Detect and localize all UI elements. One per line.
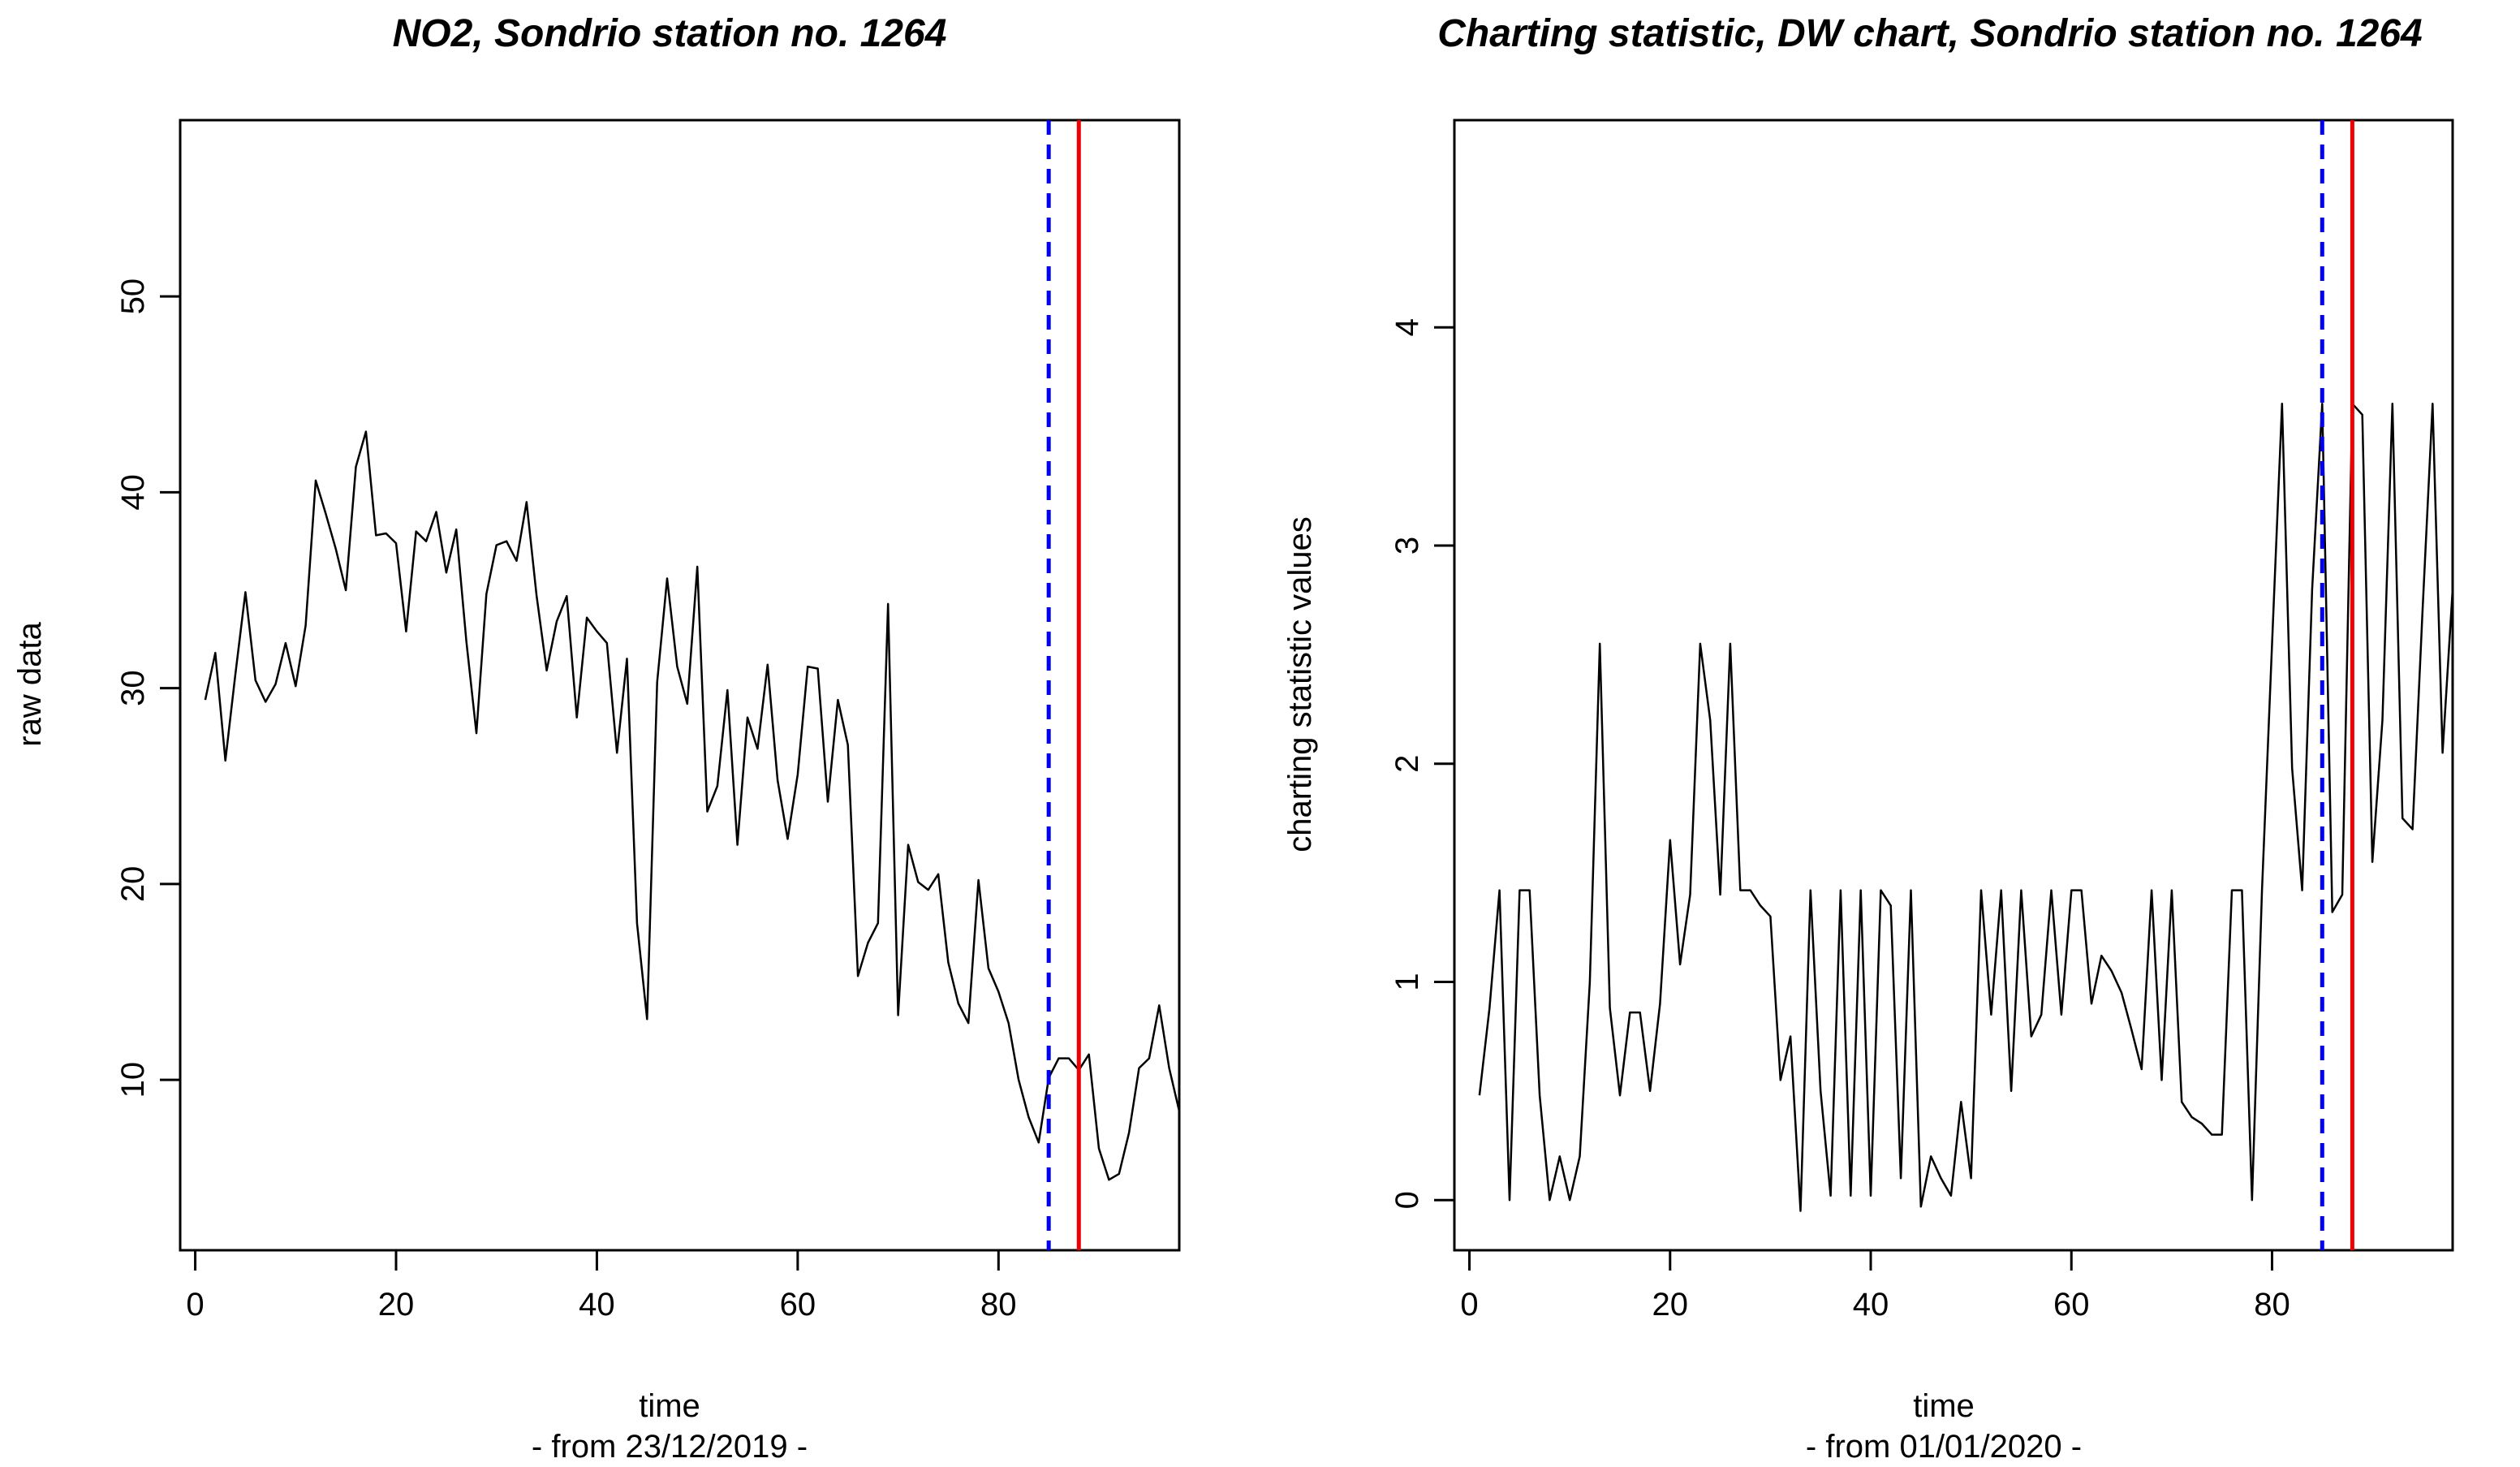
plot-frame xyxy=(1453,119,2454,1252)
y-tick-label: 3 xyxy=(1389,537,1425,554)
x-axis-label: time xyxy=(1913,1388,1975,1424)
plot-area: 0 20 40 60 80 0 1 2 3 4 xyxy=(1389,119,2454,1322)
plot-frame xyxy=(179,119,1181,1252)
x-tick-label: 40 xyxy=(579,1287,615,1322)
x-tick-label: 40 xyxy=(1853,1287,1889,1322)
y-tick-label: 2 xyxy=(1389,755,1425,773)
y-tick-label: 1 xyxy=(1389,973,1425,990)
x-tick-label: 80 xyxy=(2254,1287,2290,1322)
y-tick-label: 50 xyxy=(115,278,151,315)
x-tick-label: 80 xyxy=(980,1287,1017,1322)
chart-title: Charting statistic, DW chart, Sondrio st… xyxy=(1437,12,2423,55)
y-tick-label: 40 xyxy=(115,474,151,511)
y-tick-label: 10 xyxy=(115,1062,151,1098)
chart-dw-charting-statistic: Charting statistic, DW chart, Sondrio st… xyxy=(1282,12,2454,1465)
x-axis-sublabel: - from 23/12/2019 - xyxy=(532,1429,808,1465)
x-axis-label: time xyxy=(639,1388,700,1424)
data-series-line xyxy=(1478,403,2453,1212)
x-tick-label: 0 xyxy=(1460,1287,1478,1322)
x-tick-label: 60 xyxy=(2053,1287,2090,1322)
x-tick-label: 0 xyxy=(186,1287,204,1322)
x-tick-label: 60 xyxy=(780,1287,816,1322)
y-tick-label: 30 xyxy=(115,670,151,706)
x-tick-label: 20 xyxy=(378,1287,415,1322)
y-tick-label: 20 xyxy=(115,866,151,903)
x-tick-label: 20 xyxy=(1652,1287,1689,1322)
data-series-line xyxy=(204,430,1179,1181)
plot-area: 0 20 40 60 80 10 20 30 40 50 xyxy=(115,119,1181,1322)
chart-title: NO2, Sondrio station no. 1264 xyxy=(393,12,947,55)
x-axis-sublabel: - from 01/01/2020 - xyxy=(1806,1429,2082,1465)
y-axis-label: charting statistic values xyxy=(1282,516,1318,852)
chart-no2-raw-data: NO2, Sondrio station no. 1264 time - fro… xyxy=(12,12,1181,1465)
y-tick-label: 0 xyxy=(1389,1191,1425,1209)
y-tick-label: 4 xyxy=(1389,318,1425,336)
y-axis-label: raw data xyxy=(12,622,48,747)
